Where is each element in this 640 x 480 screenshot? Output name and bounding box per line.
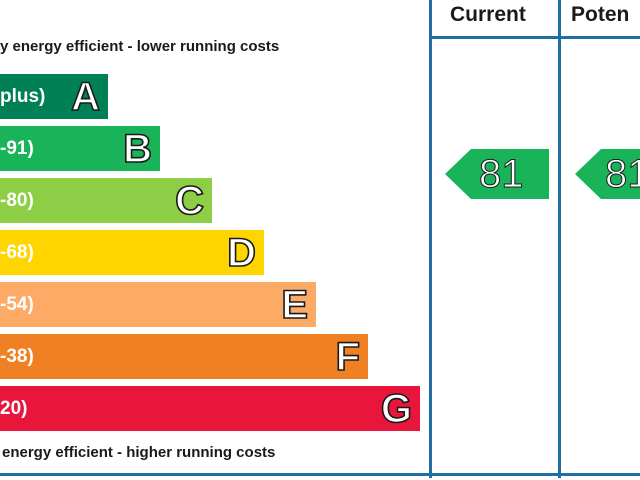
current-column-left-border <box>429 0 432 478</box>
band-c-letter: C <box>174 178 204 224</box>
bottom-divider <box>0 473 640 476</box>
band-b-letter: B <box>122 126 152 172</box>
band-a-letter: A <box>70 74 100 120</box>
band-f-letter: F <box>335 334 361 380</box>
band-f: -38) F <box>0 334 368 380</box>
band-d: -68) D <box>0 230 264 276</box>
band-f-range: -38) <box>0 346 34 367</box>
current-arrow-polygon <box>445 149 549 199</box>
band-g: 20) G <box>0 386 420 432</box>
potential-arrow-shape <box>575 149 640 199</box>
current-column-right-border <box>558 0 561 478</box>
band-e-range: -54) <box>0 294 34 315</box>
band-b-range: -91) <box>0 138 34 159</box>
band-c-range: -80) <box>0 190 34 211</box>
band-e: -54) E <box>0 282 316 328</box>
band-g-range: 20) <box>0 398 28 419</box>
header-divider <box>429 36 640 39</box>
band-g-letter: G <box>380 386 413 432</box>
bottom-caption: energy efficient - higher running costs <box>2 444 276 461</box>
band-d-range: -68) <box>0 242 34 263</box>
potential-rating-value: 81 <box>605 152 640 197</box>
current-column-header: Current <box>450 3 526 26</box>
current-rating-value: 81 <box>479 152 524 197</box>
top-caption: y energy efficient - lower running costs <box>0 38 280 55</box>
band-e-letter: E <box>281 282 309 328</box>
potential-column-header: Poten <box>571 3 630 26</box>
band-a: plus) A <box>0 74 108 120</box>
band-c: -80) C <box>0 178 212 224</box>
band-a-range: plus) <box>0 86 46 107</box>
band-b: -91) B <box>0 126 160 172</box>
current-rating-arrow: 81 <box>445 149 549 199</box>
potential-rating-arrow: 81 <box>575 149 640 199</box>
band-d-letter: D <box>226 230 256 276</box>
current-arrow-shape <box>445 149 549 199</box>
potential-arrow-polygon <box>575 149 640 199</box>
